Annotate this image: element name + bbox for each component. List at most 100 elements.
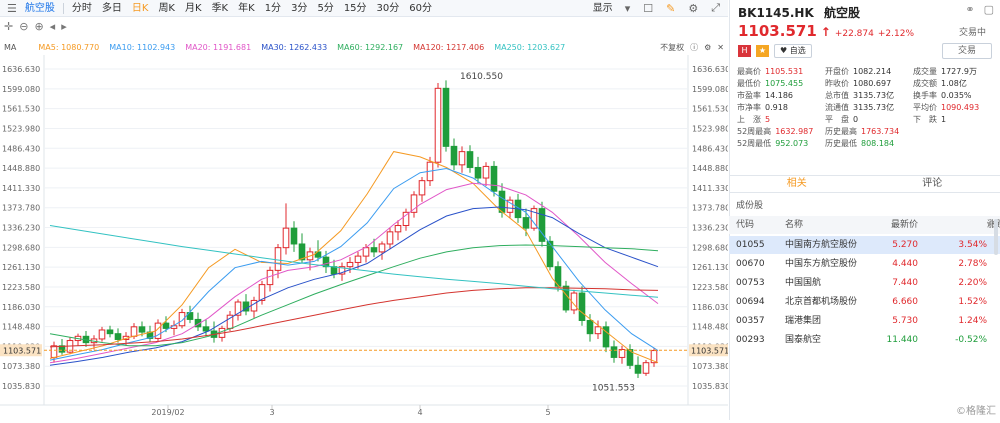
settings-icon[interactable]: ⚙: [704, 43, 711, 52]
stat-value: 1: [941, 115, 946, 124]
high-annotation: 1610.550: [460, 72, 503, 82]
y-tick-label-left: 1073.380: [2, 362, 40, 371]
minus-icon[interactable]: ⊖: [19, 20, 28, 33]
price-change-percent: +2.12%: [878, 29, 914, 39]
y-tick-label-left: 1148.480: [2, 323, 40, 332]
close-icon[interactable]: ✕: [717, 43, 724, 52]
header-name[interactable]: 名称: [785, 216, 860, 234]
stat-key: 最低价: [737, 79, 761, 88]
stat-value: 1105.531: [765, 67, 803, 76]
stat-key: 历史最高: [825, 127, 857, 136]
candle-body: [459, 152, 465, 165]
toolbar-item-5min[interactable]: 5分: [312, 0, 338, 17]
candle-body: [251, 300, 257, 311]
grid-menu-icon[interactable]: ☰: [4, 2, 20, 15]
stat-value: 1.08亿: [941, 79, 967, 88]
y-tick-label-left: 1035.830: [2, 382, 40, 391]
cell-change: 1.52%: [958, 293, 987, 311]
plus-icon[interactable]: ⊕: [34, 20, 43, 33]
y-tick-label-right: 1148.480: [692, 323, 728, 332]
ma10-label: MA10: 1102.943: [109, 43, 175, 52]
stat-value: 1763.734: [861, 127, 899, 136]
cell-code: 00694: [736, 293, 765, 311]
y-tick-label-right: 1486.430: [692, 144, 728, 153]
candle-body: [99, 330, 105, 339]
stat-value: 1090.493: [941, 103, 979, 112]
toolbar-item-15min[interactable]: 15分: [339, 0, 372, 17]
toolbar-item-multiday[interactable]: 多日: [97, 0, 127, 17]
security-code: BK1145.HK: [738, 6, 814, 20]
header-code[interactable]: 代码: [736, 216, 754, 234]
toolbar-item-intraday[interactable]: 分时: [67, 0, 97, 17]
candle-body: [451, 146, 457, 164]
trade-button[interactable]: 交易: [942, 43, 992, 59]
arrow-left-icon[interactable]: ◂: [50, 20, 56, 33]
panel-tabs: 相关 评论: [729, 175, 1000, 193]
y-tick-label-right: 1373.780: [692, 204, 728, 213]
y-tick-label-left: 1336.230: [2, 224, 40, 233]
candle-body: [355, 256, 361, 262]
draw-pencil-icon[interactable]: ✎: [663, 2, 678, 15]
candle-body: [107, 330, 113, 334]
ma120-label: MA120: 1217.406: [413, 43, 484, 52]
display-dropdown[interactable]: 显示: [591, 0, 615, 17]
stat-value: 808.184: [861, 139, 894, 148]
cell-change: 2.20%: [958, 274, 987, 292]
maximize-icon[interactable]: ▢: [984, 3, 994, 16]
candle-body: [467, 152, 473, 168]
settings-icon[interactable]: ⚙: [685, 2, 701, 15]
checkbox-icon[interactable]: ☐: [640, 2, 656, 15]
y-tick-label-left: 1223.580: [2, 283, 40, 292]
toolbar-item-quarterly-k[interactable]: 季K: [207, 0, 234, 17]
y-tick-label-right: 1599.080: [692, 85, 728, 94]
scrollbar[interactable]: [994, 219, 998, 255]
arrow-right-icon[interactable]: ▸: [61, 20, 67, 33]
candle-body: [443, 88, 449, 146]
crosshair-icon[interactable]: ✛: [4, 20, 13, 33]
tags-row: H ★ ♥ 自选: [738, 44, 812, 58]
sort-down-icon[interactable]: ▾: [987, 216, 992, 234]
header-price[interactable]: 最新价: [891, 216, 918, 234]
candle-body: [131, 327, 137, 336]
toolbar-item-sector[interactable]: 航空股: [20, 0, 60, 17]
toolbar-item-1min[interactable]: 1分: [260, 0, 286, 17]
x-tick-label: 2019/02: [151, 408, 184, 417]
expand-icon[interactable]: ⤢: [708, 1, 723, 15]
tab-related[interactable]: 相关: [729, 176, 865, 192]
toolbar-item-weekly-k[interactable]: 周K: [153, 0, 180, 17]
toolbar-item-monthly-k[interactable]: 月K: [180, 0, 207, 17]
add-watchlist-button[interactable]: ♥ 自选: [774, 44, 812, 58]
y-tick-label-left: 1486.430: [2, 144, 40, 153]
tab-comments[interactable]: 评论: [865, 176, 1000, 192]
stat-value: 1632.987: [775, 127, 813, 136]
help-icon[interactable]: ⓘ: [690, 42, 698, 53]
y-tick-label-left: 1561.530: [2, 105, 40, 114]
x-tick-label: 5: [545, 408, 550, 417]
toolbar-item-daily-k[interactable]: 日K: [127, 0, 154, 17]
cell-price: 4.440: [892, 255, 918, 273]
toolbar-item-30min[interactable]: 30分: [372, 0, 405, 17]
candle-body: [491, 166, 497, 191]
toolbar-item-60min[interactable]: 60分: [404, 0, 437, 17]
adjust-dropdown[interactable]: 不复权: [660, 42, 684, 53]
link-icon[interactable]: ⚭: [965, 3, 974, 16]
candle-body: [579, 293, 585, 320]
ma60-label: MA60: 1292.167: [337, 43, 403, 52]
chevron-down-icon[interactable]: ▾: [622, 2, 634, 15]
cell-price: 7.440: [892, 274, 918, 292]
toolbar-item-3min[interactable]: 3分: [286, 0, 312, 17]
toolbar-item-yearly-k[interactable]: 年K: [233, 0, 260, 17]
